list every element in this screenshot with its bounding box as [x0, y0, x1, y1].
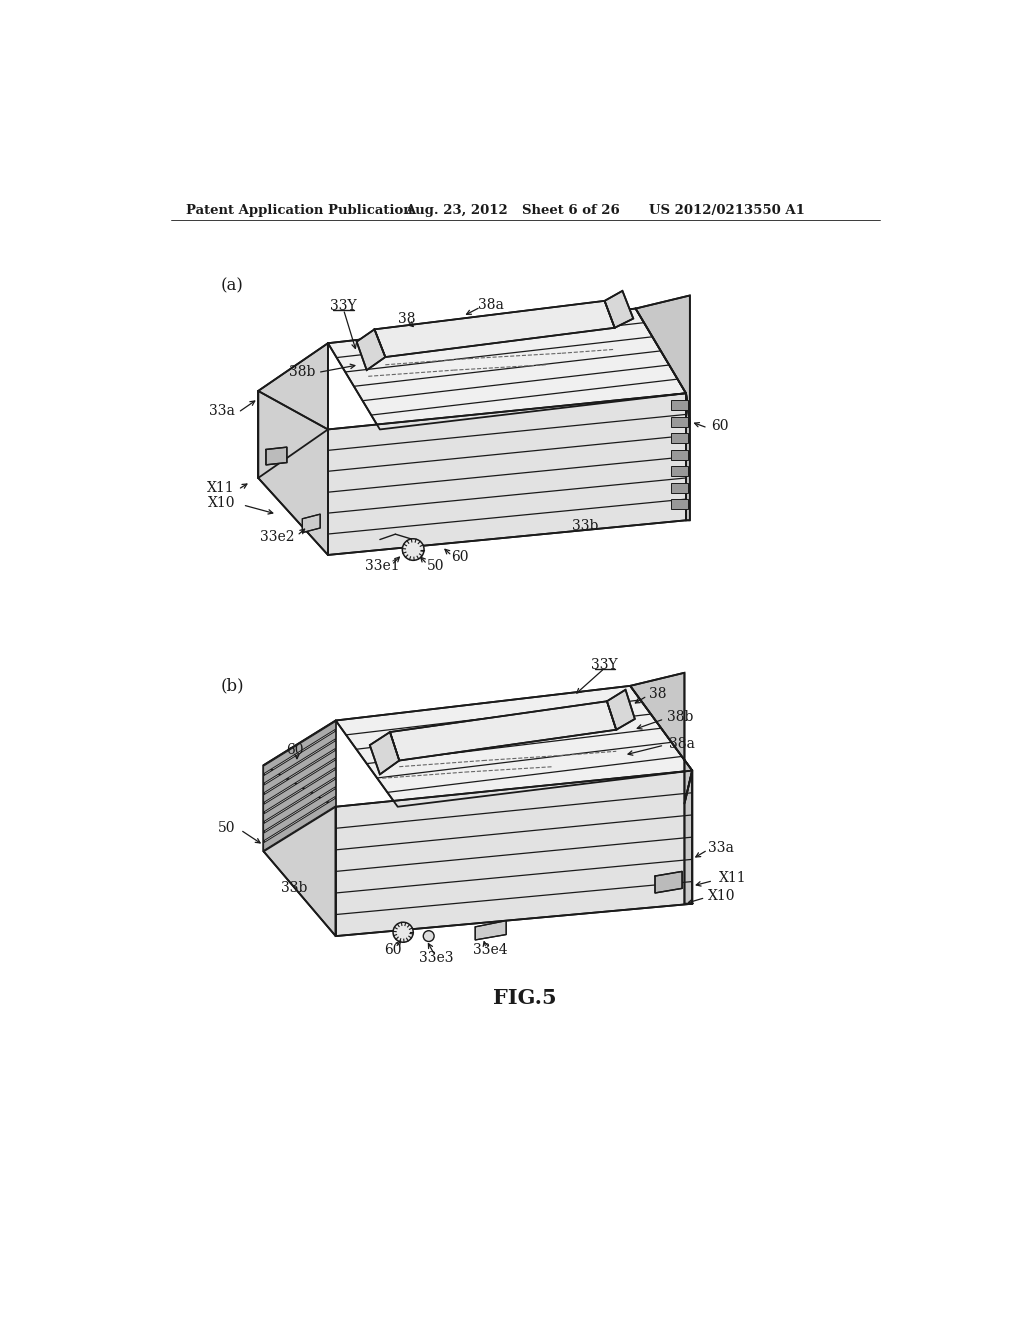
Polygon shape	[655, 871, 682, 892]
Text: X10: X10	[208, 496, 234, 511]
Polygon shape	[607, 689, 635, 730]
Polygon shape	[686, 393, 690, 520]
Polygon shape	[263, 721, 336, 851]
Text: 60: 60	[286, 743, 303, 756]
Circle shape	[402, 539, 424, 561]
Polygon shape	[263, 788, 336, 841]
Polygon shape	[263, 741, 336, 793]
Text: 50: 50	[217, 821, 234, 836]
Text: 38: 38	[649, 686, 667, 701]
Polygon shape	[672, 483, 688, 492]
Polygon shape	[328, 309, 686, 429]
Text: 33e3: 33e3	[419, 950, 454, 965]
Polygon shape	[684, 771, 692, 904]
Text: 38a: 38a	[669, 737, 695, 751]
Polygon shape	[672, 417, 688, 426]
Polygon shape	[263, 722, 336, 774]
Text: 60: 60	[384, 942, 401, 957]
Polygon shape	[356, 330, 385, 370]
Text: (b): (b)	[221, 677, 245, 694]
Polygon shape	[263, 760, 336, 812]
Circle shape	[423, 931, 434, 941]
Polygon shape	[672, 400, 688, 411]
Text: 50: 50	[426, 560, 443, 573]
Text: 33e2: 33e2	[260, 531, 295, 544]
Circle shape	[393, 923, 414, 942]
Text: X11: X11	[719, 871, 746, 886]
Polygon shape	[672, 499, 688, 510]
Text: 33b: 33b	[572, 520, 598, 533]
Polygon shape	[263, 779, 336, 832]
Text: Sheet 6 of 26: Sheet 6 of 26	[521, 205, 620, 218]
Polygon shape	[390, 701, 616, 760]
Text: 38a: 38a	[478, 298, 504, 312]
Text: X10: X10	[708, 890, 735, 903]
Polygon shape	[636, 296, 690, 424]
Polygon shape	[475, 921, 506, 940]
Text: 33e4: 33e4	[473, 942, 508, 957]
Polygon shape	[336, 771, 692, 936]
Polygon shape	[672, 450, 688, 459]
Polygon shape	[302, 515, 321, 533]
Polygon shape	[258, 391, 328, 554]
Polygon shape	[604, 290, 633, 327]
Text: 33a: 33a	[209, 404, 234, 418]
Polygon shape	[672, 433, 688, 444]
Text: 60: 60	[451, 550, 468, 564]
Polygon shape	[263, 731, 336, 783]
Text: 38: 38	[398, 312, 416, 326]
Polygon shape	[263, 799, 336, 850]
Text: 33a: 33a	[708, 841, 733, 854]
Text: US 2012/0213550 A1: US 2012/0213550 A1	[649, 205, 805, 218]
Polygon shape	[263, 770, 336, 821]
Text: 33Y: 33Y	[330, 300, 356, 313]
Text: (a): (a)	[221, 277, 244, 294]
Polygon shape	[266, 447, 287, 465]
Text: 38b: 38b	[289, 366, 315, 379]
Text: X11: X11	[207, 480, 234, 495]
Text: 33b: 33b	[282, 882, 308, 895]
Text: 60: 60	[711, 420, 728, 433]
Polygon shape	[630, 673, 692, 804]
Polygon shape	[336, 686, 692, 807]
Polygon shape	[375, 301, 614, 358]
Polygon shape	[258, 343, 328, 478]
Polygon shape	[263, 766, 336, 936]
Text: 33Y: 33Y	[591, 659, 617, 672]
Text: FIG.5: FIG.5	[493, 987, 557, 1007]
Text: 33e1: 33e1	[365, 560, 399, 573]
Polygon shape	[328, 393, 686, 554]
Polygon shape	[370, 733, 399, 775]
Text: Patent Application Publication: Patent Application Publication	[186, 205, 413, 218]
Polygon shape	[672, 466, 688, 477]
Text: 38b: 38b	[667, 710, 693, 723]
Text: Aug. 23, 2012: Aug. 23, 2012	[406, 205, 508, 218]
Polygon shape	[263, 750, 336, 803]
